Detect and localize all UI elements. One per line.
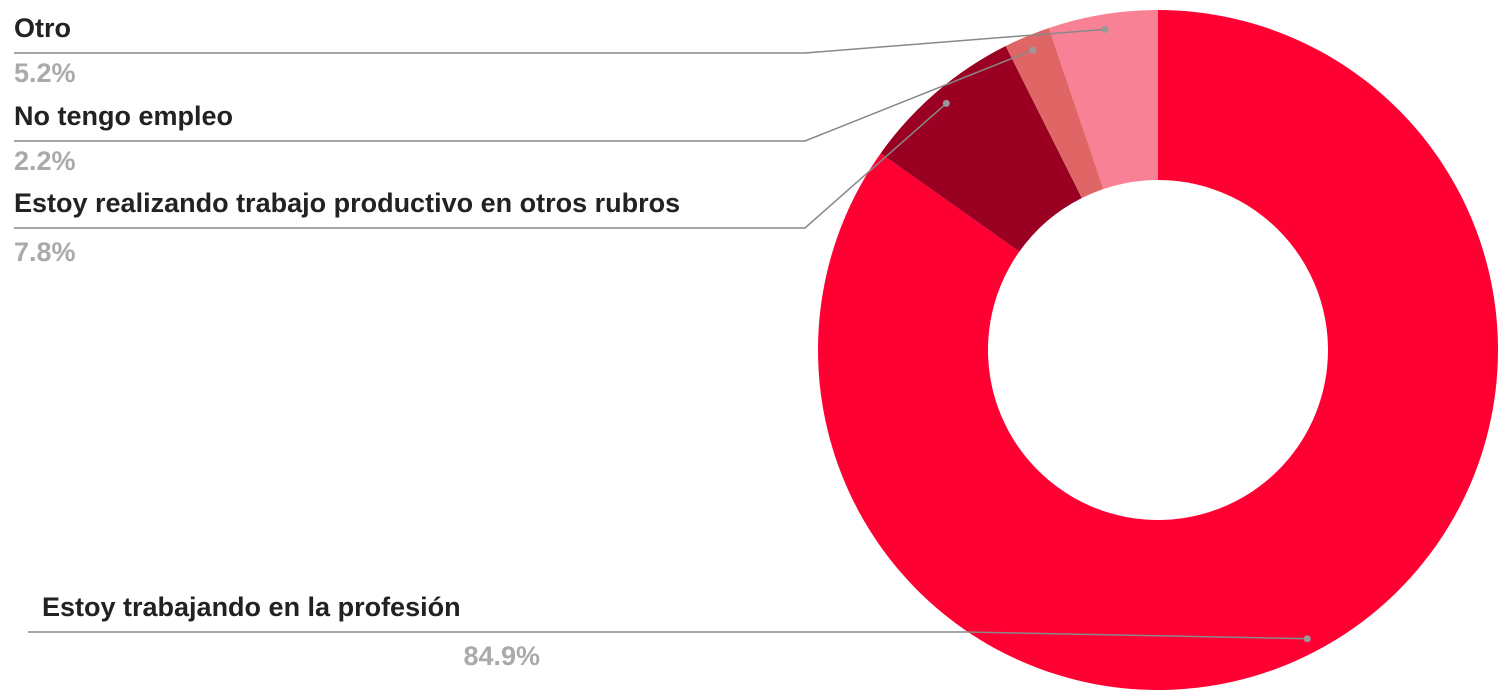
category-label: Estoy realizando trabajo productivo en o…: [14, 188, 680, 218]
value-label: 7.8%: [14, 237, 76, 267]
leader-dot: [1101, 25, 1109, 33]
leader-line: [28, 631, 1308, 640]
leader-dot: [942, 99, 950, 107]
category-label: No tengo empleo: [14, 101, 233, 131]
category-label: Otro: [14, 13, 71, 43]
leader-line: [14, 102, 947, 229]
leader-line: [14, 49, 1034, 142]
donut-slice: [880, 46, 1082, 252]
value-label: 84.9%: [463, 641, 540, 671]
leader-dot: [1029, 46, 1037, 54]
value-label: 2.2%: [14, 146, 76, 176]
donut-slice: [818, 10, 1498, 690]
category-label: Estoy trabajando en la profesión: [42, 592, 461, 622]
donut-slice: [1048, 10, 1158, 189]
leader-line: [14, 28, 1106, 54]
donut-slice: [1005, 27, 1104, 199]
leader-dot: [1303, 635, 1311, 643]
value-label: 5.2%: [14, 58, 76, 88]
